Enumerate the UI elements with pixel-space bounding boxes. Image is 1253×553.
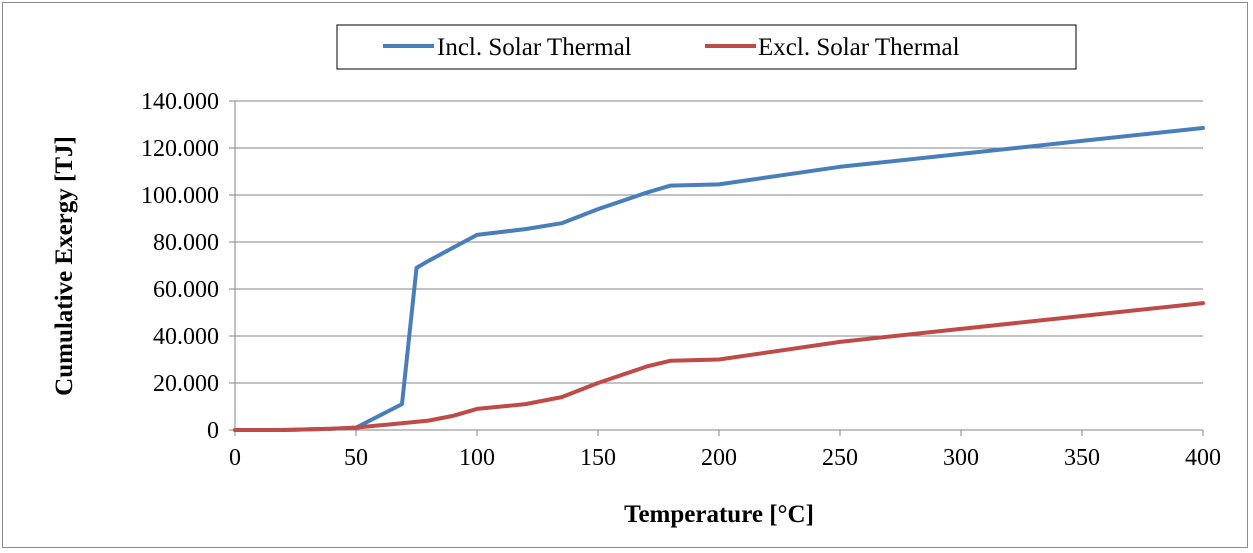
x-tick-label-2: 100: [459, 445, 495, 471]
series-line-excl-solar-thermal: [233, 301, 1205, 432]
y-axis-title: Cumulative Exergy [TJ]: [51, 136, 78, 396]
series-line-incl-solar-thermal: [233, 126, 1205, 432]
axes: [229, 100, 1204, 436]
legend-box: [336, 24, 1077, 70]
x-tick-label-3: 150: [580, 445, 616, 471]
y-tick-label-2: 40.000: [153, 324, 219, 350]
x-tick-label-4: 200: [701, 445, 737, 471]
legend: Incl. Solar Thermal Excl. Solar Thermal: [336, 24, 1077, 70]
y-tick-label-4: 80.000: [153, 230, 219, 256]
x-tick-labels: 0 50 100 150 200 250 300 350 400: [229, 445, 1221, 471]
x-axis-title: Temperature [°C]: [624, 501, 814, 528]
x-tick-label-8: 400: [1185, 445, 1221, 471]
x-tick-label-1: 50: [344, 445, 368, 471]
y-tick-label-1: 20.000: [153, 371, 219, 397]
y-tick-labels: 0 20.000 40.000 60.000 80.000 100.000 120.000 1…: [141, 89, 219, 444]
y-tick-label-3: 60.000: [153, 277, 219, 303]
y-tick-label-6: 120.000: [141, 136, 219, 162]
y-tick-label-7: 140.000: [141, 89, 219, 115]
grid-lines: [235, 100, 1203, 384]
y-tick-label-0: 0: [207, 418, 219, 444]
series-lines: [233, 126, 1205, 432]
legend-label-excl-solar-thermal: Excl. Solar Thermal: [758, 34, 960, 61]
y-tick-label-5: 100.000: [141, 183, 219, 209]
x-tick-label-5: 250: [822, 445, 858, 471]
x-tick-label-7: 350: [1064, 445, 1100, 471]
x-tick-label-6: 300: [943, 445, 979, 471]
legend-label-incl-solar-thermal: Incl. Solar Thermal: [437, 34, 632, 61]
x-tick-label-0: 0: [229, 445, 241, 471]
